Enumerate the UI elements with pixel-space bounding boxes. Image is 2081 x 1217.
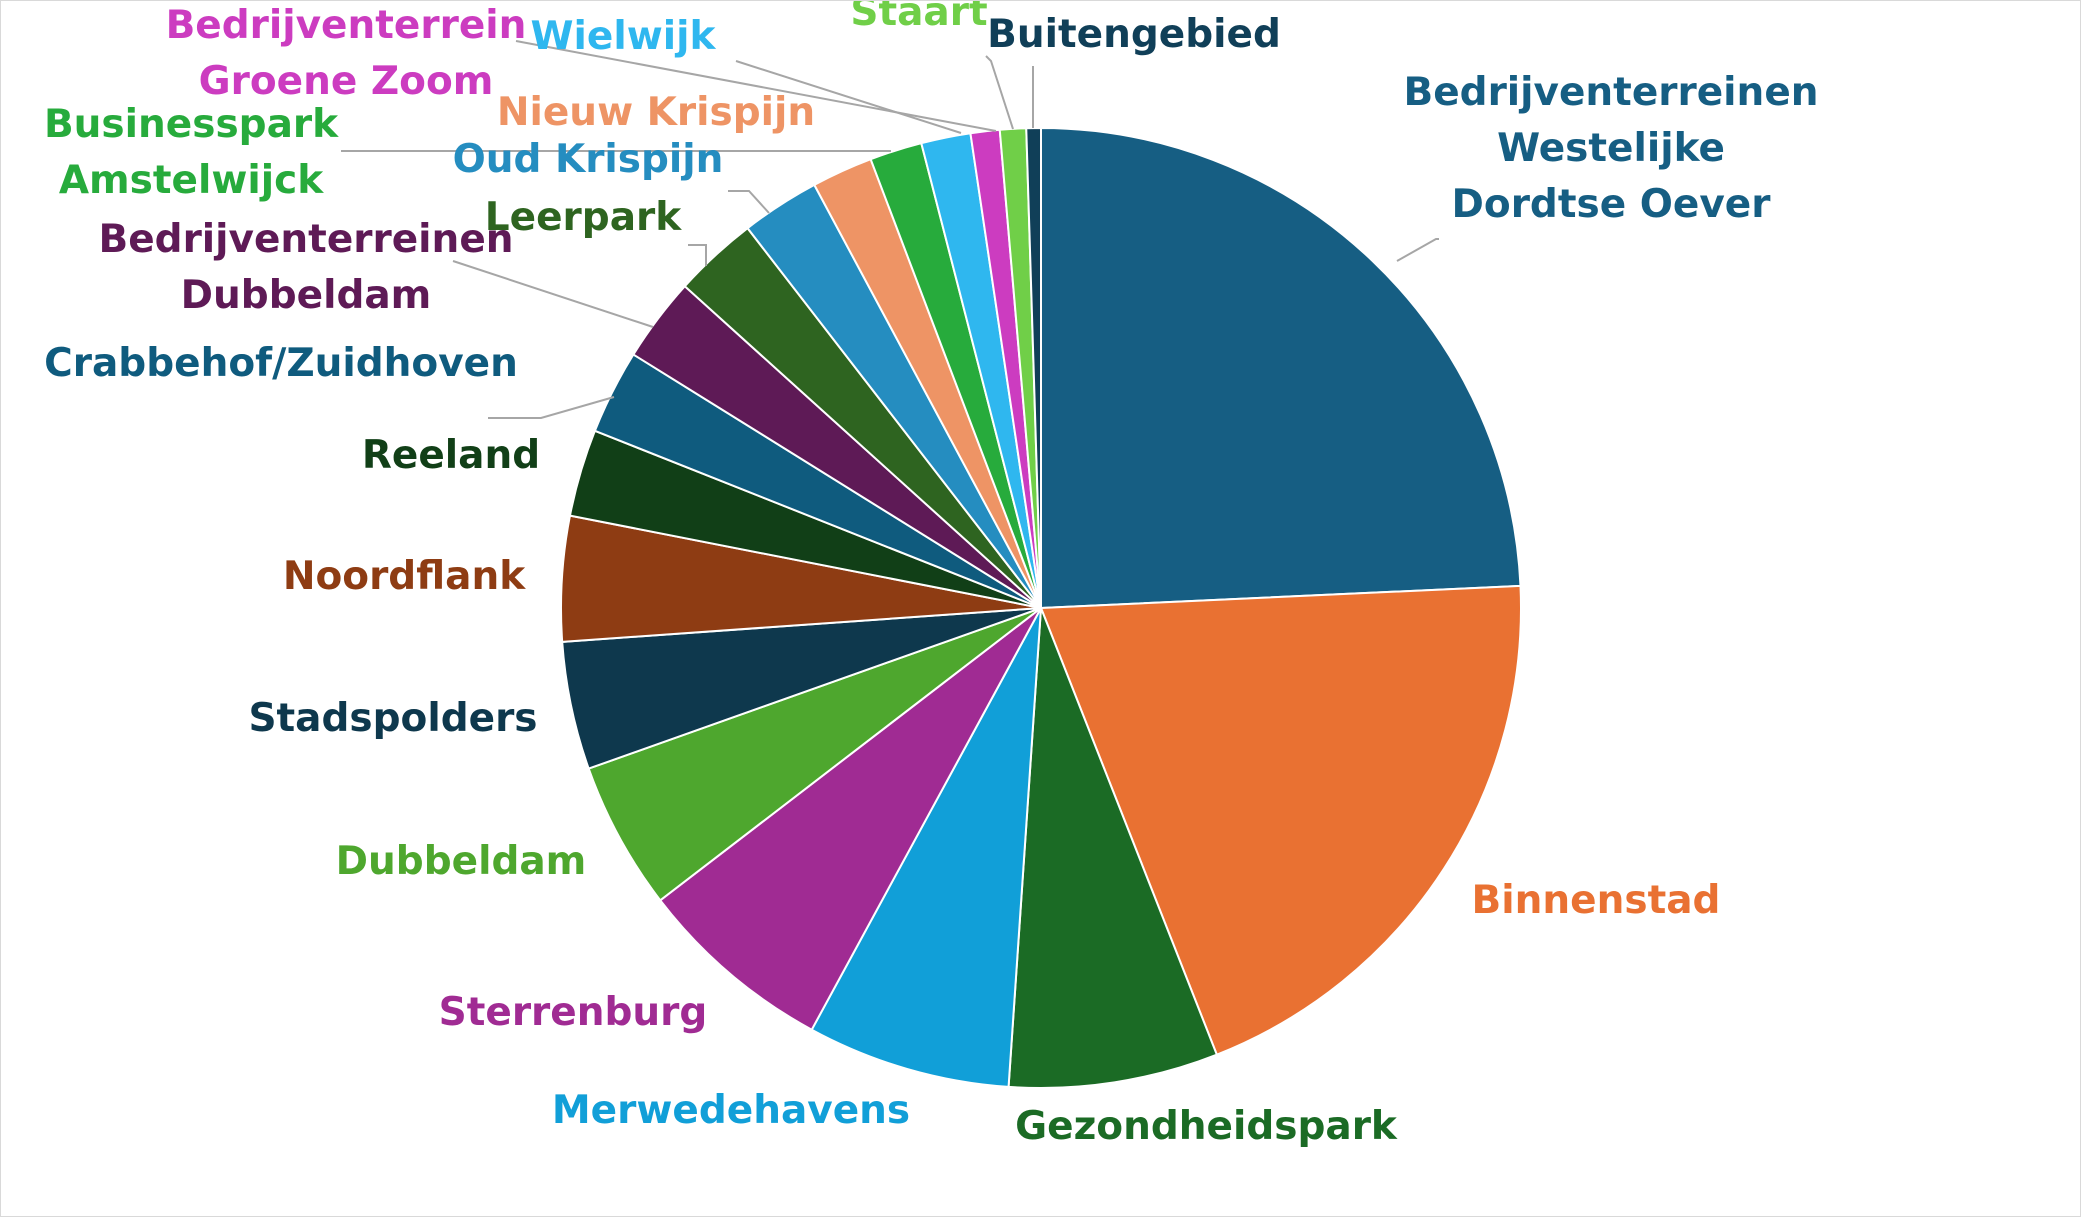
slice-label-line: Dordtse Oever xyxy=(1452,182,1772,227)
slice-label-line: Merwedehavens xyxy=(552,1088,910,1133)
leader-line xyxy=(515,40,997,132)
slice-label: Bedrijventerreinen Westelijke Dordtse Oeve… xyxy=(1403,70,1818,227)
slice-label-line: Buitengebied xyxy=(987,12,1281,57)
slice-label-line: Bedrijventerreinen xyxy=(1403,70,1818,115)
slice-label: Businesspark Amstelwijck xyxy=(44,102,339,203)
slice-label-line: Businesspark xyxy=(44,102,339,147)
slice-label: Crabbehof/Zuidhoven xyxy=(44,341,518,386)
pie-slices xyxy=(560,126,1522,1089)
slice-label: Reeland xyxy=(362,433,540,478)
slice-label: Bedrijventerreinen Dubbeldam xyxy=(98,217,513,318)
leader-line xyxy=(452,260,654,328)
slice-label-line: Dubbeldam xyxy=(181,273,432,318)
slice-label: Binnenstad xyxy=(1472,878,1721,923)
slice-label-line: Westelijke xyxy=(1497,126,1725,171)
slice-label: Wielwijk xyxy=(531,14,717,59)
pie-slice xyxy=(587,607,1042,902)
slice-label-line: Oud Krispijn xyxy=(453,137,724,182)
slice-label-line: Noordflank xyxy=(283,554,526,599)
slice-label-line: Sterrenburg xyxy=(439,990,708,1035)
slice-label-line: Bedrijventerreinen xyxy=(98,217,513,262)
slice-label: Merwedehavens xyxy=(552,1088,910,1133)
leader-lines xyxy=(341,40,1439,419)
slice-label: Bedrijventerrein Groene Zoom xyxy=(166,3,527,104)
slice-label: Buitengebied xyxy=(987,12,1281,57)
slice-label-line: Gezondheidspark xyxy=(1015,1104,1398,1149)
slice-label-line: Nieuw Krispijn xyxy=(497,90,815,135)
slice-label: Nieuw Krispijn xyxy=(497,90,815,135)
pie-slice xyxy=(1025,126,1042,609)
slice-label: Oud Krispijn xyxy=(453,137,724,182)
slice-label: Dubbeldam xyxy=(336,839,587,884)
slice-label-line: Crabbehof/Zuidhoven xyxy=(44,341,518,386)
leader-line xyxy=(728,190,770,214)
leader-line xyxy=(688,244,707,266)
slice-label-line: Leerpark xyxy=(485,195,682,240)
slice-label: Sterrenburg xyxy=(439,990,708,1035)
slice-label-line: Stadspolders xyxy=(248,696,537,741)
slice-label: Staart xyxy=(850,1,987,35)
slice-label-line: Binnenstad xyxy=(1472,878,1721,923)
leader-line xyxy=(985,55,1014,130)
slice-label: Stadspolders xyxy=(248,696,537,741)
slice-label-line: Bedrijventerrein xyxy=(166,3,527,48)
slice-label-line: Groene Zoom xyxy=(199,59,494,104)
slice-label-line: Dubbeldam xyxy=(336,839,587,884)
slice-label: Gezondheidspark xyxy=(1015,1104,1398,1149)
slice-label-line: Staart xyxy=(850,1,987,35)
pie-slice xyxy=(658,607,1042,1032)
slice-label-line: Reeland xyxy=(362,433,540,478)
pie-slice xyxy=(1007,607,1219,1089)
slice-label: Noordflank xyxy=(283,554,526,599)
slice-label: Leerpark xyxy=(485,195,682,240)
leader-line xyxy=(488,396,615,419)
pie-slice xyxy=(1040,126,1522,610)
slice-labels: Bedrijventerreinen Westelijke Dordtse Oeve… xyxy=(44,1,1819,1149)
pie-slice xyxy=(1039,584,1522,1056)
leader-line xyxy=(735,60,962,134)
slice-label-line: Amstelwijck xyxy=(59,158,324,203)
leader-line xyxy=(1396,238,1439,262)
slice-label-line: Wielwijk xyxy=(531,14,717,59)
pie-slice xyxy=(810,607,1042,1088)
